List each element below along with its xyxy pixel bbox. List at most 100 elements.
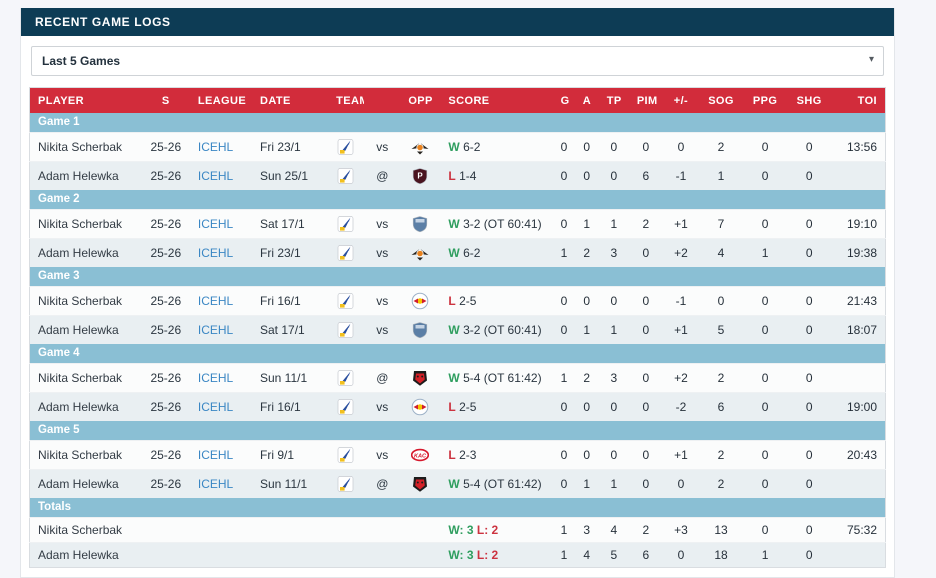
- assists: 0: [574, 286, 599, 316]
- score-cell: W 3-2 (OT 60:41): [440, 315, 553, 344]
- totals-losses: L: 2: [476, 523, 499, 537]
- opponent-logo-icon: [411, 244, 429, 262]
- shorthanded-goals: 0: [787, 363, 832, 393]
- game-result: W: [448, 140, 460, 154]
- league-cell: [189, 517, 252, 543]
- league-link[interactable]: ICEHL: [197, 217, 234, 231]
- col-header-s: S: [141, 87, 190, 113]
- shorthanded-goals: 0: [787, 469, 832, 498]
- total-points: 1: [598, 469, 629, 498]
- game-date: Fri 16/1: [252, 392, 329, 421]
- team-logo-icon: [337, 369, 355, 387]
- plus-minus: +2: [662, 363, 699, 393]
- goals: 0: [552, 440, 575, 470]
- total-points: 0: [598, 132, 629, 162]
- penalty-minutes: 6: [628, 542, 663, 568]
- plus-minus: +2: [662, 238, 699, 267]
- powerplay-goals: 0: [743, 363, 788, 393]
- goals: 0: [552, 392, 575, 421]
- league-link[interactable]: ICEHL: [197, 371, 234, 385]
- game-logs-filter-select[interactable]: Last 5 Games: [31, 46, 884, 76]
- player-name: Nikita Scherbak: [29, 517, 142, 543]
- score-cell: L 2-5: [440, 286, 553, 316]
- powerplay-goals: 0: [743, 315, 788, 344]
- league-cell: ICEHL: [189, 132, 252, 162]
- group-header-label: Game 4: [29, 344, 886, 364]
- score-cell: W 6-2: [440, 238, 553, 267]
- shorthanded-goals: 0: [787, 209, 832, 239]
- player-name: Nikita Scherbak: [29, 363, 142, 393]
- totals-losses: L: 2: [476, 548, 499, 562]
- goals: 0: [552, 161, 575, 190]
- svg-text:KAC: KAC: [414, 453, 427, 459]
- league-link[interactable]: ICEHL: [197, 294, 234, 308]
- recent-game-logs-panel: RECENT GAME LOGS Last 5 Games ▾ PLAYER S L…: [20, 8, 895, 578]
- shorthanded-goals: 0: [787, 238, 832, 267]
- assists: 1: [574, 469, 599, 498]
- game-score: 2-5: [459, 294, 477, 308]
- game-score: 3-2 (OT 60:41): [463, 217, 542, 231]
- shorthanded-goals: 0: [787, 517, 832, 543]
- league-cell: ICEHL: [189, 161, 252, 190]
- venue-indicator: vs: [364, 132, 401, 162]
- assists: 0: [574, 132, 599, 162]
- league-link[interactable]: ICEHL: [197, 477, 234, 491]
- group-header-row: Totals: [29, 498, 886, 518]
- season: 25-26: [141, 161, 190, 190]
- league-link[interactable]: ICEHL: [197, 246, 234, 260]
- col-header-opp: OPP: [400, 87, 441, 113]
- season: 25-26: [141, 363, 190, 393]
- time-on-ice: 21:43: [831, 286, 886, 316]
- plus-minus: -2: [662, 392, 699, 421]
- game-date: Sat 17/1: [252, 315, 329, 344]
- assists: 0: [574, 161, 599, 190]
- game-log-row: Nikita Scherbak 25-26 ICEHL Fri 9/1 vs K…: [29, 440, 886, 470]
- powerplay-goals: 0: [743, 161, 788, 190]
- league-link[interactable]: ICEHL: [197, 400, 234, 414]
- assists: 3: [574, 517, 599, 543]
- opponent-logo-icon: [411, 215, 429, 233]
- opponent-logo-icon: [411, 321, 429, 339]
- shorthanded-goals: 0: [787, 392, 832, 421]
- score-cell: L 2-3: [440, 440, 553, 470]
- shots-on-goal: 5: [698, 315, 744, 344]
- powerplay-goals: 0: [743, 440, 788, 470]
- total-points: 1: [598, 209, 629, 239]
- group-header-row: Game 4: [29, 344, 886, 364]
- time-on-ice: 19:00: [831, 392, 886, 421]
- plus-minus: 0: [662, 132, 699, 162]
- plus-minus: +1: [662, 315, 699, 344]
- shots-on-goal: 2: [698, 469, 744, 498]
- game-date: Fri 23/1: [252, 238, 329, 267]
- plus-minus: 0: [662, 469, 699, 498]
- venue-indicator: vs: [364, 440, 401, 470]
- game-score: 5-4 (OT 61:42): [463, 477, 542, 491]
- col-header-tp: TP: [598, 87, 629, 113]
- game-date: [252, 542, 329, 568]
- game-log-row: Nikita Scherbak 25-26 ICEHL Sun 11/1 @ W…: [29, 363, 886, 393]
- score-cell: L 1-4: [440, 161, 553, 190]
- team-logo-icon: [337, 398, 355, 416]
- game-result: L: [448, 400, 456, 414]
- league-link[interactable]: ICEHL: [197, 140, 234, 154]
- powerplay-goals: 0: [743, 469, 788, 498]
- league-link[interactable]: ICEHL: [197, 323, 234, 337]
- total-points: 4: [598, 517, 629, 543]
- score-cell: L 2-5: [440, 392, 553, 421]
- league-cell: ICEHL: [189, 315, 252, 344]
- time-on-ice: 19:38: [831, 238, 886, 267]
- game-log-row: Adam Helewka 25-26 ICEHL Fri 23/1 vs W 6…: [29, 238, 886, 267]
- league-link[interactable]: ICEHL: [197, 448, 234, 462]
- shots-on-goal: 18: [698, 542, 744, 568]
- game-date: Fri 9/1: [252, 440, 329, 470]
- game-result: L: [448, 448, 456, 462]
- panel-body: Last 5 Games ▾ PLAYERSLEAGUEDATETEAMOPPS…: [21, 36, 894, 577]
- venue-indicator: vs: [364, 315, 401, 344]
- league-link[interactable]: ICEHL: [197, 169, 234, 183]
- opponent-logo-icon: [411, 369, 429, 387]
- penalty-minutes: 0: [628, 469, 663, 498]
- group-header-row: Game 1: [29, 113, 886, 133]
- col-header-g: G: [552, 87, 575, 113]
- time-on-ice: 13:56: [831, 132, 886, 162]
- game-log-row: Adam Helewka 25-26 ICEHL Sun 11/1 @ W 5-…: [29, 469, 886, 498]
